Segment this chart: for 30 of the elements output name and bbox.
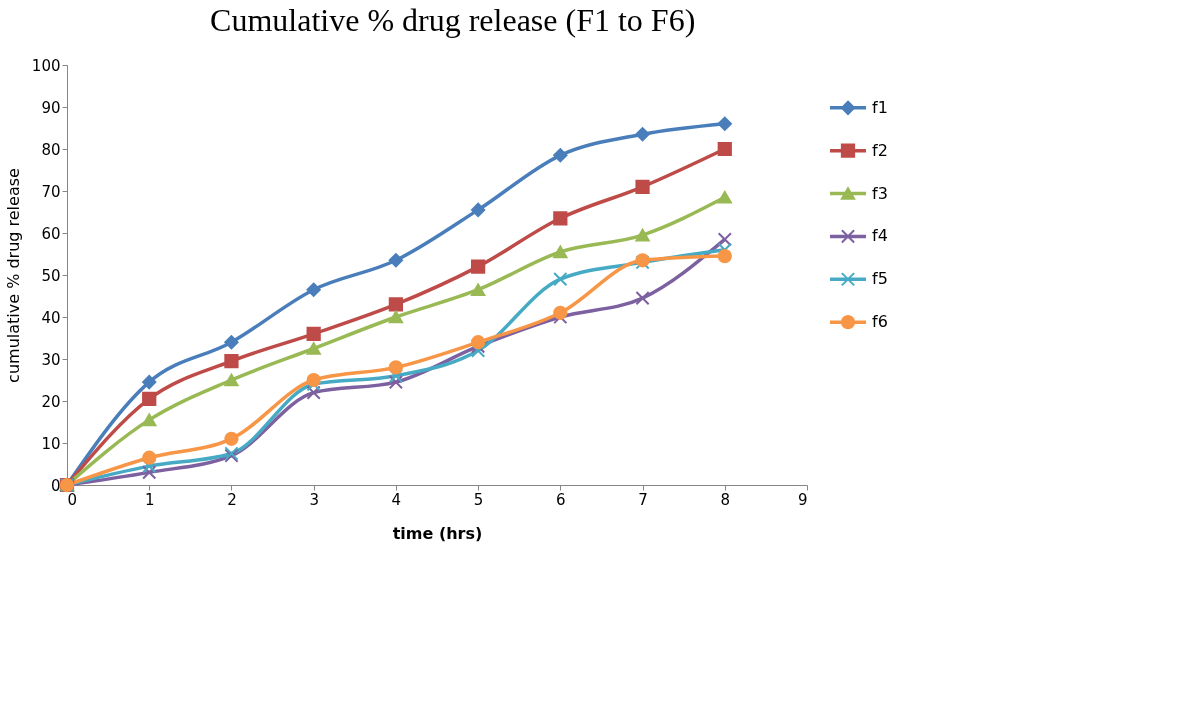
legend-label: f4 — [872, 226, 888, 246]
x-tick-label: 7 — [638, 490, 648, 509]
legend-label: f1 — [872, 97, 888, 117]
y-tick-label: 90 — [41, 98, 61, 117]
y-tick-label: 100 — [31, 56, 61, 75]
legend-label: f5 — [872, 269, 888, 289]
legend-label: f6 — [872, 312, 888, 332]
x-tick-label: 8 — [720, 490, 731, 509]
x-tick-label: 4 — [391, 490, 402, 509]
x-tick-label: 0 — [67, 490, 78, 509]
x-tick-label: 1 — [144, 490, 155, 509]
y-tick-label: 10 — [41, 434, 61, 453]
x-tick-label: 2 — [227, 490, 237, 509]
x-axis-title: time (hrs) — [392, 523, 483, 543]
x-tick-label: 3 — [309, 490, 319, 509]
y-tick-label: 70 — [41, 182, 61, 201]
y-tick-label: 50 — [41, 266, 61, 285]
y-tick-label: 30 — [41, 350, 61, 369]
legend-label: f2 — [872, 140, 888, 160]
y-axis-title: cumulative % drug release — [3, 168, 23, 383]
x-tick-label: 6 — [556, 490, 566, 509]
y-tick-label: 20 — [41, 392, 61, 411]
chart-title: Cumulative % drug release (F1 to F6) — [210, 2, 696, 38]
x-tick-label: 9 — [797, 490, 808, 509]
y-tick-label: 0 — [50, 476, 61, 495]
y-tick-label: 80 — [41, 140, 61, 159]
y-tick-label: 40 — [41, 308, 61, 327]
y-tick-label: 60 — [41, 224, 61, 243]
x-tick-label: 5 — [473, 490, 484, 509]
legend-label: f3 — [872, 183, 888, 203]
